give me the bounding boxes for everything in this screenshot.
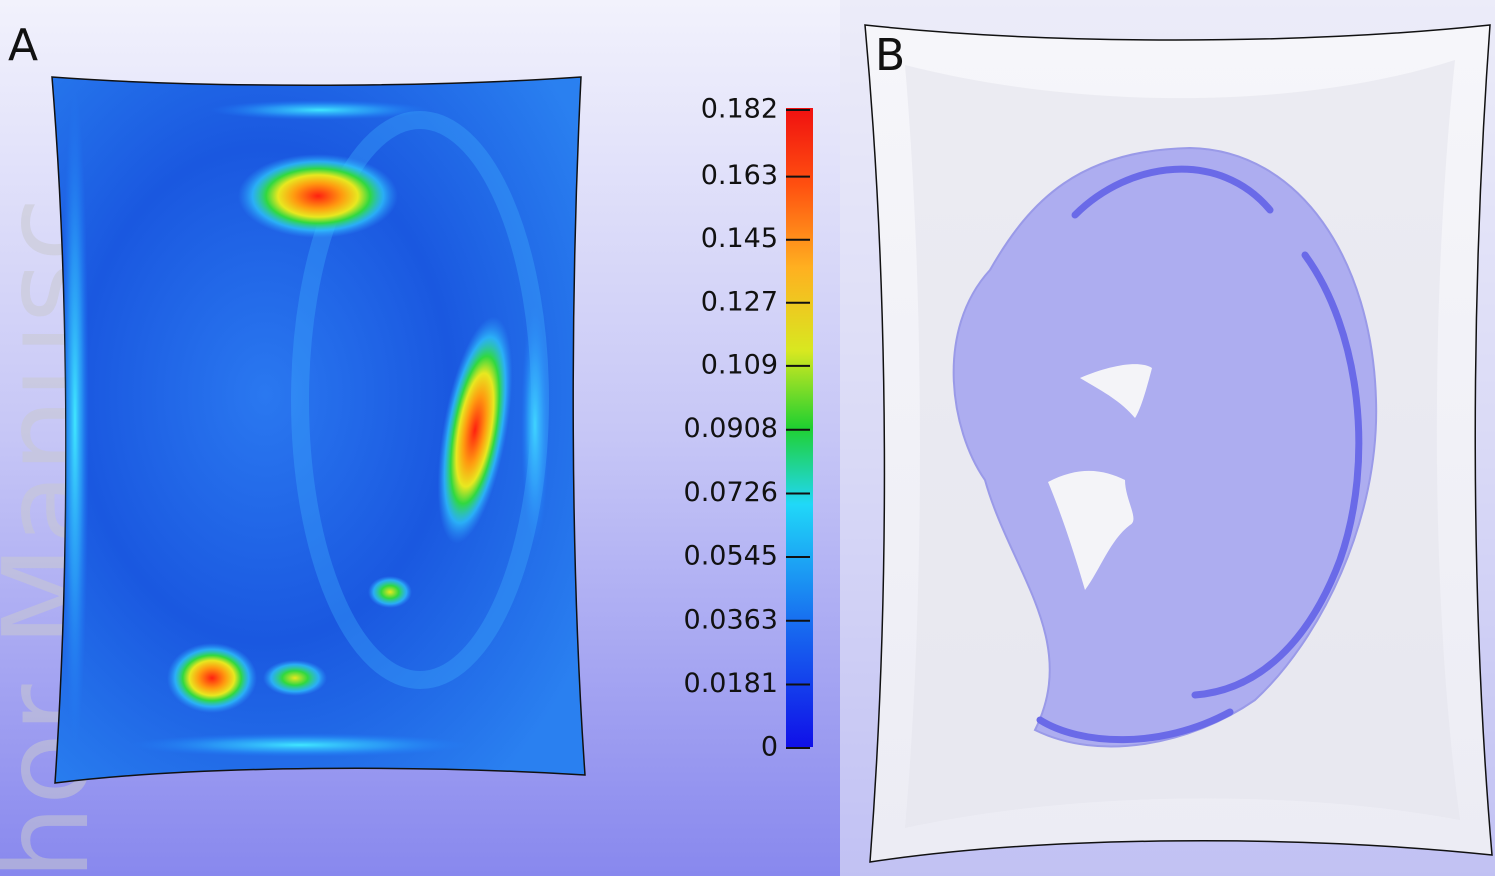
colorbar-gradient xyxy=(786,108,813,747)
colorbar-tick-label: 0.0181 xyxy=(684,668,778,699)
ear-hole xyxy=(1048,470,1134,590)
panel-label: B xyxy=(875,30,905,81)
colorbar-tick-label: 0.145 xyxy=(701,223,778,254)
ear-model xyxy=(952,146,1378,748)
panel-b: B xyxy=(840,0,1495,876)
strain-map xyxy=(51,76,586,784)
ear-rim-highlight xyxy=(1036,165,1363,744)
colorbar-tick-label: 0.109 xyxy=(701,349,778,380)
colorbar-tick-label: 0.0545 xyxy=(684,540,778,571)
strain-hotspots xyxy=(61,90,549,757)
colorbar: 0 0.0181 0.0363 0.0545 0.0726 0.0908 0.109 0.12… xyxy=(684,94,813,763)
colorbar-tick-label: 0.0363 xyxy=(684,604,778,635)
panel-a: A xyxy=(8,20,586,784)
colorbar-tick-label: 0.163 xyxy=(701,160,778,191)
colorbar-tick-label: 0 xyxy=(761,732,778,763)
colorbar-tick-label: 0.0908 xyxy=(684,413,778,444)
panel-label: A xyxy=(8,20,38,71)
ear-hole xyxy=(1080,364,1152,418)
colorbar-tick-label: 0.0726 xyxy=(684,477,778,508)
colorbar-tick-label: 0.127 xyxy=(701,286,778,317)
colorbar-tick-label: 0.182 xyxy=(701,94,778,125)
